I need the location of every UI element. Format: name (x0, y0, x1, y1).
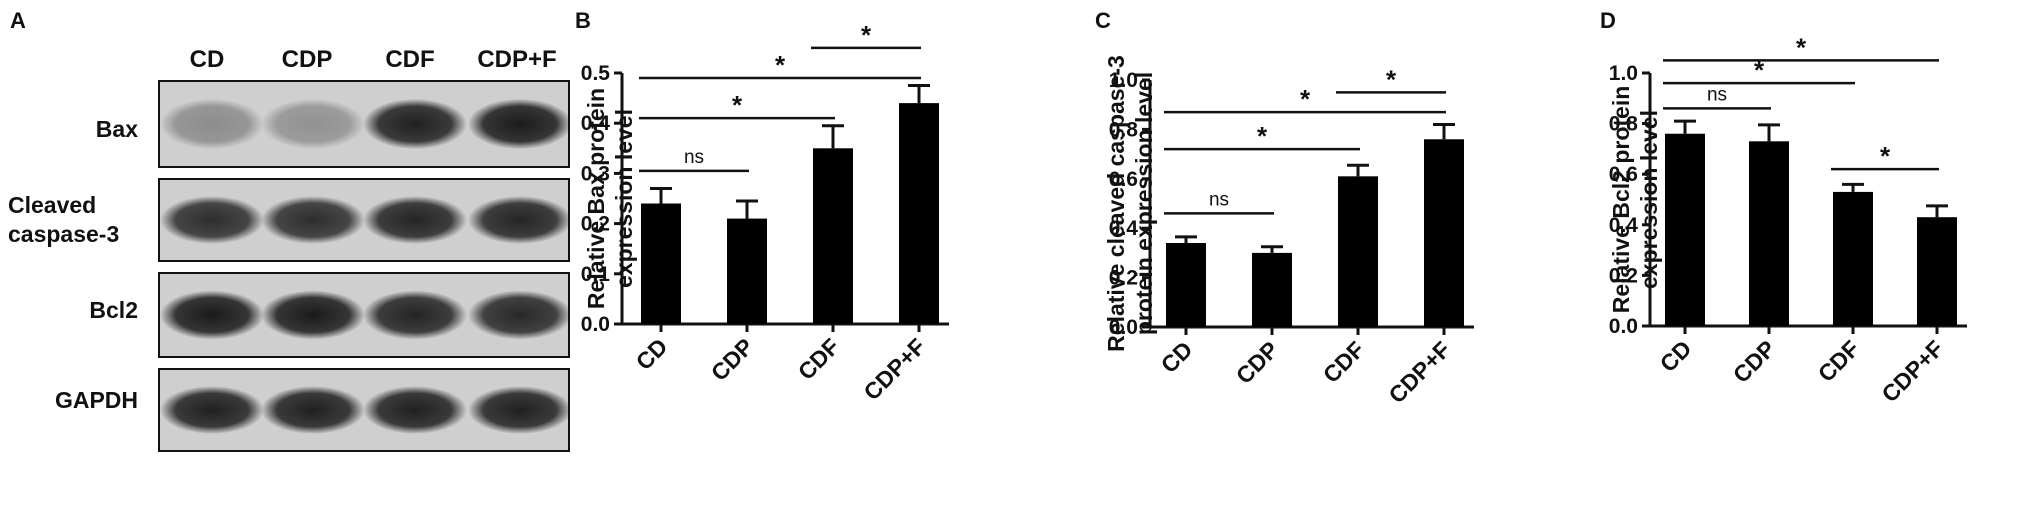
x-tick-label: CDP+F (1383, 336, 1455, 408)
y-tick-label: 0.8 (1609, 113, 1639, 136)
blot-strip-bcl2 (158, 272, 570, 358)
blot-band-cdp (261, 386, 365, 434)
significance-label: * (1880, 141, 1891, 171)
significance-label: ns (684, 147, 704, 168)
panel-label-b: B (575, 8, 591, 33)
blot-band-cdp (261, 290, 365, 340)
y-tick-label: 0.2 (581, 213, 610, 236)
y-axis-label: Relative Bcl2 protein (1608, 86, 1634, 314)
blot-band-cd (160, 290, 264, 340)
significance-label: * (1796, 32, 1807, 62)
y-tick-label: 0.1 (581, 263, 611, 286)
blot-band-cd (160, 98, 264, 150)
bar-cd (641, 203, 681, 324)
bar-cdf (813, 148, 853, 324)
y-tick-label: 0.0 (581, 313, 610, 336)
blot-label-bcl2: Bcl2 (89, 297, 138, 323)
bar-cdp-f (899, 103, 939, 325)
lane-label-cd: CD (189, 46, 225, 73)
y-tick-label: 0.8 (1109, 118, 1139, 141)
y-tick-label: 0.5 (581, 62, 611, 85)
blot-band-cd (160, 386, 264, 434)
y-axis-label: protein expression level (1131, 72, 1157, 335)
blot-label-gapdh: GAPDH (54, 387, 138, 413)
y-axis-label: expression level (1636, 110, 1662, 289)
panel-label-c: C (1095, 8, 1111, 33)
bar-cd (1665, 133, 1705, 326)
chart-bax: 0.0 0.1 0.2 0.3 0.4 0.5 Relative Bax protein ex… (581, 20, 949, 405)
x-tick-label: CD (1655, 335, 1697, 377)
blot-band-cdp (261, 196, 365, 244)
significance-label: * (1386, 64, 1397, 94)
x-tick-label: CDF (1813, 335, 1865, 387)
significance-label: ns (1707, 84, 1727, 105)
y-tick-label: 0.2 (1609, 264, 1638, 287)
x-tick-label: CD (1156, 336, 1198, 378)
y-tick-label: 1.0 (1609, 62, 1638, 85)
lane-label-cdp: CDP (281, 46, 333, 73)
blot-band-cdf (363, 290, 467, 340)
lane-label-cdp-f: CDP+F (477, 46, 557, 73)
blot-band-cdp (261, 98, 365, 150)
x-tick-label: CDP+F (858, 333, 930, 405)
y-axis-label: Relative cleaved caspase-3 (1103, 55, 1129, 352)
significance-label: * (775, 50, 786, 80)
x-tick-label: CDP (1231, 336, 1284, 389)
bar-cdp-f (1424, 139, 1464, 327)
blot-strip-cleaved-caspase-3 (158, 178, 570, 262)
y-tick-label: 0.6 (1609, 163, 1638, 186)
y-tick-label: 0.6 (1109, 168, 1138, 191)
significance-label: * (1300, 84, 1311, 114)
blot-band-cdf (363, 196, 467, 244)
significance-label: * (1754, 55, 1765, 85)
bar-cdp (1252, 252, 1292, 327)
blot-label-cleaved-caspase-3: Cleaved caspase-3 (8, 192, 120, 247)
y-tick-label: 0.0 (1109, 316, 1138, 339)
blot-band-cdp-f (468, 196, 568, 244)
blot-band-cdp-f (468, 386, 568, 434)
bar-cdp-f (1917, 217, 1957, 326)
y-axis-label: Relative Bax protein (583, 88, 609, 309)
significance-label: ns (1209, 189, 1229, 210)
x-tick-label: CDP (1728, 335, 1781, 388)
blot-strip-bax (158, 80, 570, 168)
blot-strip-gapdh (158, 368, 570, 452)
significance-label: * (861, 20, 872, 50)
panel-label-d: D (1600, 8, 1616, 33)
blot-band-cdp-f (468, 290, 568, 340)
x-tick-label: CDP (706, 333, 759, 386)
bar-cdp (1749, 141, 1789, 326)
y-tick-label: 1.0 (1109, 69, 1138, 92)
y-tick-label: 0.0 (1609, 315, 1638, 338)
bar-cdp (727, 218, 767, 324)
bar-cd (1166, 243, 1206, 327)
blot-band-cd (160, 196, 264, 244)
x-tick-label: CDF (1318, 336, 1370, 388)
bar-cdf (1833, 191, 1873, 326)
y-tick-label: 0.4 (1109, 217, 1139, 240)
y-tick-label: 0.3 (581, 162, 610, 185)
y-tick-label: 0.4 (581, 112, 611, 135)
significance-label: * (732, 90, 743, 120)
lane-label-cdf: CDF (385, 46, 435, 73)
blot-band-cdf (363, 386, 467, 434)
y-axis-label: expression level (611, 109, 637, 288)
blot-label-bax: Bax (95, 116, 138, 142)
panel-label-a: A (10, 8, 26, 33)
x-tick-label: CD (631, 333, 673, 375)
blot-band-cdf (363, 98, 467, 150)
significance-label: * (1257, 121, 1268, 151)
bar-cdf (1338, 176, 1378, 327)
x-tick-label: CDP+F (1876, 335, 1948, 407)
y-tick-label: 0.2 (1109, 267, 1138, 290)
y-tick-label: 0.4 (1609, 214, 1639, 237)
blot-band-cdp-f (468, 98, 568, 150)
x-tick-label: CDF (793, 333, 845, 385)
